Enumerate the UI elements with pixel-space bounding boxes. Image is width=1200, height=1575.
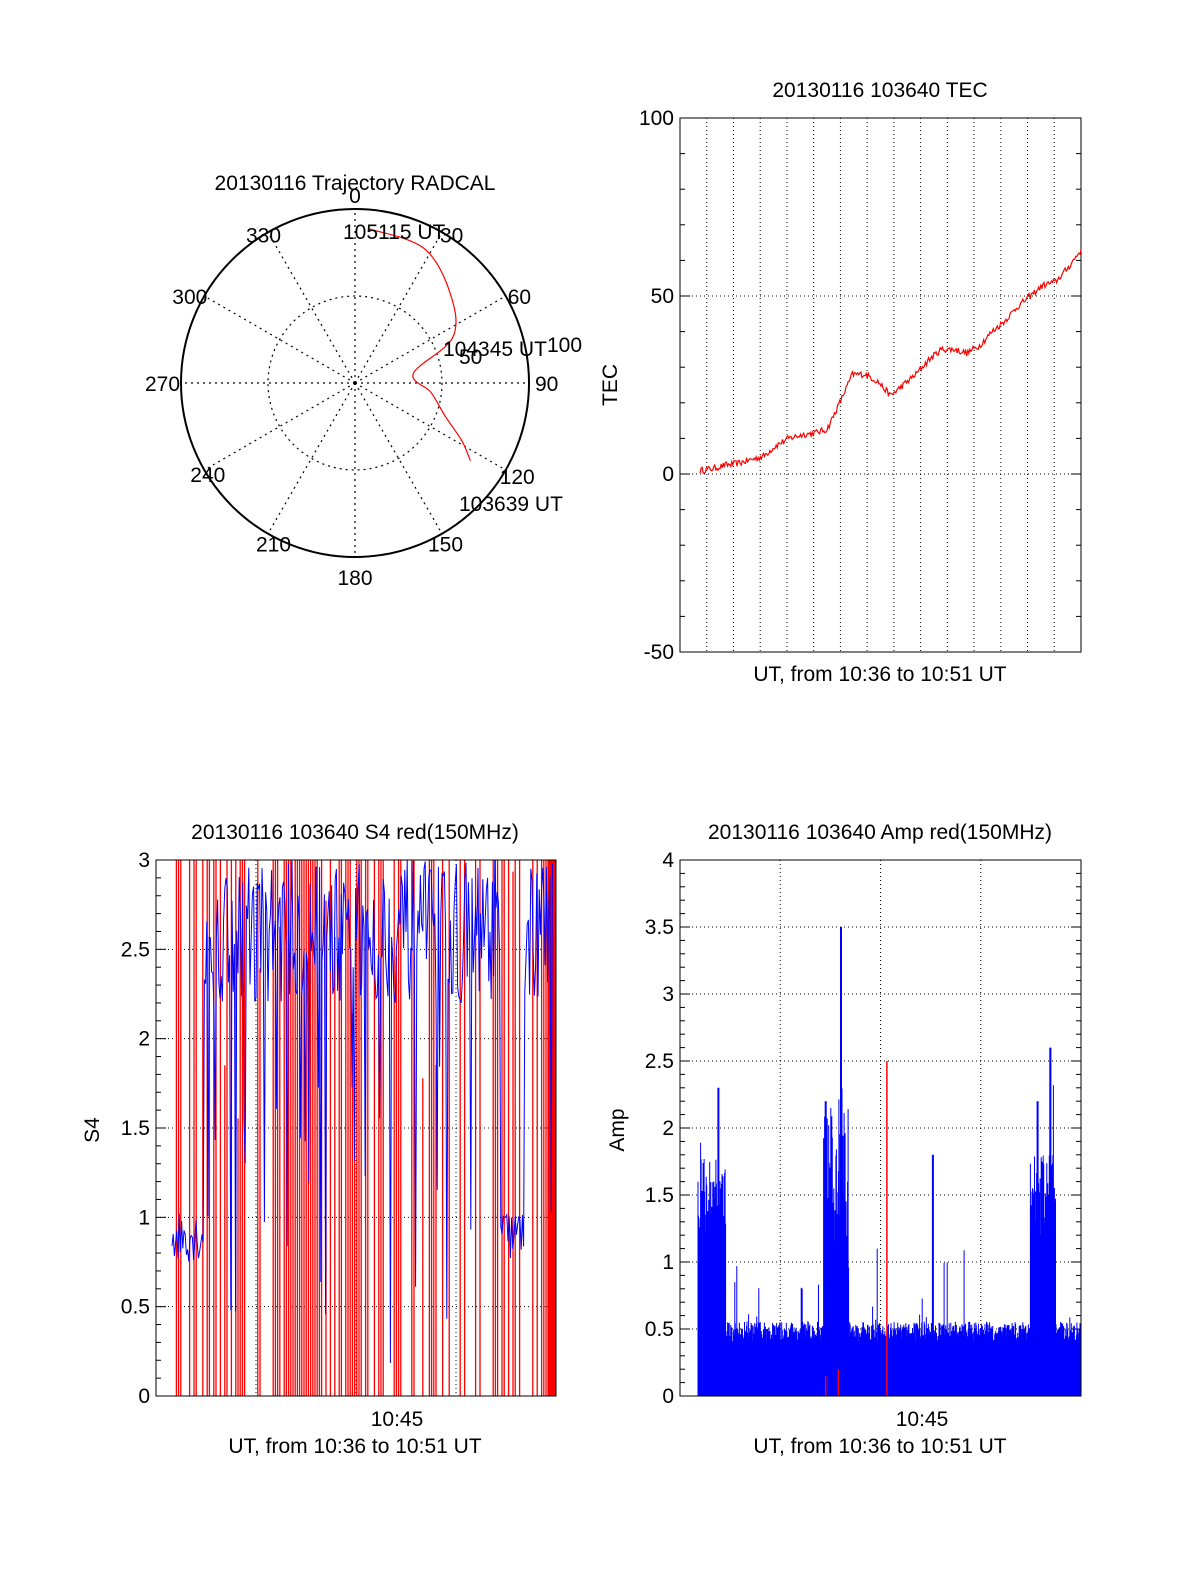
tec-plot-frame — [679, 117, 1082, 653]
amp-x-axis-label: UT, from 10:36 to 10:51 UT — [753, 1435, 1006, 1458]
y-tick-label: 0 — [662, 463, 674, 486]
amp-title: 20130116 103640 Amp red(150MHz) — [708, 821, 1052, 844]
s4-series — [171, 860, 556, 1396]
amp-blue-series — [697, 927, 1082, 1396]
y-tick-label: 50 — [651, 285, 674, 308]
y-tick-label: 2.5 — [645, 1050, 674, 1073]
y-tick-label: 3.5 — [645, 916, 674, 939]
polar-ring-label: 100 — [547, 334, 582, 357]
polar-angle-label: 210 — [256, 534, 291, 557]
trajectory-polar-chart: 20130116 Trajectory RADCAL 0 30 60 90 120 150… — [145, 172, 582, 590]
s4-y-tick-labels: 3 2.5 2 1.5 1 0.5 0 — [121, 849, 150, 1408]
s4-line-chart: 20130116 103640 S4 red(150MHz) 3 2.5 2 1.5 1… — [81, 821, 557, 1458]
amp-series — [697, 927, 1082, 1396]
y-tick-label: 100 — [639, 107, 674, 130]
trajectory-time-label: 103639 UT — [459, 493, 563, 516]
y-tick-label: -50 — [644, 641, 674, 664]
tec-y-axis-label: TEC — [599, 364, 622, 406]
polar-angle-label: 120 — [500, 466, 535, 489]
polar-outer-circle — [180, 208, 530, 558]
s4-plot-frame — [155, 859, 557, 1397]
polar-spoke — [354, 382, 506, 471]
polar-spoke — [204, 382, 356, 471]
tec-y-tick-labels: 100 50 0 -50 — [639, 107, 674, 664]
polar-angle-label: 150 — [428, 534, 463, 557]
polar-angle-label: 90 — [535, 373, 558, 396]
s4-title: 20130116 103640 S4 red(150MHz) — [191, 821, 519, 844]
polar-angle-label: 330 — [246, 224, 281, 247]
polar-angle-label: 270 — [145, 373, 180, 396]
amp-y-axis-label: Amp — [606, 1108, 629, 1151]
y-tick-label: 1 — [662, 1251, 674, 1274]
polar-angle-label: 60 — [508, 286, 531, 309]
amp-y-tick-labels: 4 3.5 3 2.5 2 1.5 1 0.5 0 — [645, 849, 675, 1408]
s4-grid — [156, 859, 556, 1397]
trajectory-time-labels: 103639 UT 104345 UT 105115 UT — [343, 221, 563, 516]
polar-angle-label: 30 — [440, 224, 463, 247]
polar-spoke — [267, 232, 356, 384]
trajectory-time-label: 105115 UT — [343, 221, 446, 244]
s4-y-axis-label: S4 — [81, 1117, 104, 1143]
polar-spoke — [267, 382, 356, 534]
tec-x-axis-label: UT, from 10:36 to 10:51 UT — [753, 663, 1006, 686]
tec-title: 20130116 103640 TEC — [772, 79, 987, 102]
y-tick-label: 1 — [138, 1206, 150, 1229]
polar-angle-label: 0 — [349, 185, 361, 208]
trajectory-time-label: 104345 UT — [443, 338, 547, 361]
y-tick-label: 0 — [662, 1385, 674, 1408]
tec-line-chart: 20130116 103640 TEC 100 50 0 -50 UT, from 1… — [599, 79, 1082, 686]
polar-ring-label: 50 — [459, 346, 482, 369]
amp-grid — [680, 859, 1081, 1397]
polar-spoke — [354, 382, 443, 534]
y-tick-label: 2.5 — [121, 938, 150, 961]
y-tick-label: 0 — [138, 1385, 150, 1408]
polar-angle-label: 180 — [337, 567, 372, 590]
polar-spoke — [354, 232, 443, 384]
y-tick-label: 3 — [138, 849, 150, 872]
y-tick-label: 2 — [138, 1028, 150, 1051]
y-tick-label: 1.5 — [121, 1117, 150, 1140]
tec-series-line — [699, 249, 1082, 474]
s4-blue-series — [171, 860, 554, 1364]
amp-line-chart: 20130116 103640 Amp red(150MHz) 4 3.5 3 2.5… — [606, 821, 1082, 1458]
polar-grid — [181, 209, 529, 557]
y-tick-label: 4 — [662, 849, 674, 872]
y-tick-label: 2 — [662, 1117, 674, 1140]
polar-angle-labels: 0 30 60 90 120 150 180 210 240 270 300 330 — [145, 185, 558, 590]
y-tick-label: 1.5 — [645, 1184, 674, 1207]
polar-ring-labels: 50 100 — [459, 334, 582, 369]
polar-ring-50 — [267, 295, 443, 471]
amp-red-series — [824, 1061, 888, 1396]
tec-grid — [680, 117, 1081, 653]
polar-title: 20130116 Trajectory RADCAL — [215, 172, 496, 195]
y-tick-label: 3 — [662, 983, 674, 1006]
polar-angle-label: 240 — [190, 464, 225, 487]
y-tick-label: 0.5 — [121, 1296, 150, 1319]
y-tick-label: 0.5 — [645, 1318, 674, 1341]
polar-spoke — [204, 295, 356, 384]
polar-angle-label: 300 — [172, 286, 207, 309]
amp-plot-frame — [679, 859, 1082, 1397]
polar-spoke — [354, 295, 506, 384]
s4-x-axis-label: UT, from 10:36 to 10:51 UT — [228, 1435, 481, 1458]
s4-x-tick-label: 10:45 — [371, 1408, 424, 1431]
amp-x-tick-label: 10:45 — [896, 1408, 949, 1431]
trajectory-line — [368, 228, 471, 462]
